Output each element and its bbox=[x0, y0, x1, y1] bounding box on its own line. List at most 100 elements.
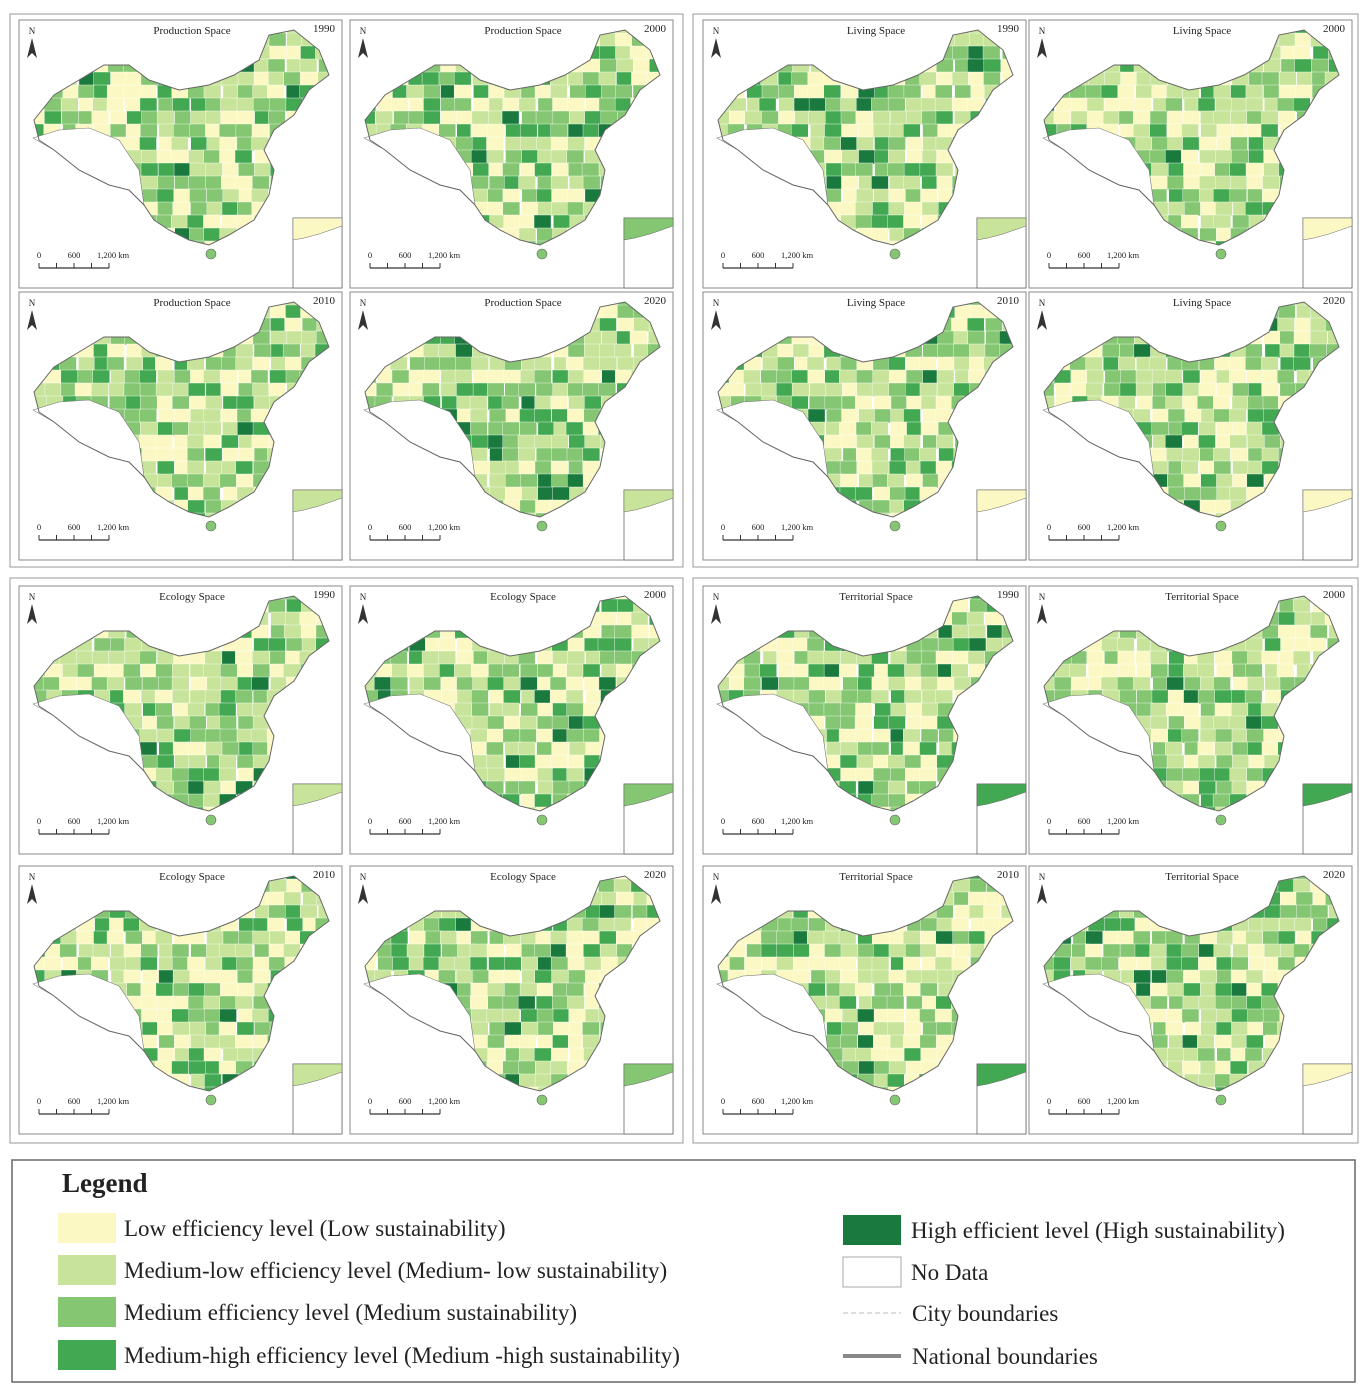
north-arrow bbox=[27, 38, 37, 58]
district bbox=[1197, 97, 1216, 113]
district bbox=[616, 71, 634, 87]
district bbox=[270, 304, 288, 320]
district bbox=[858, 149, 876, 165]
district bbox=[75, 650, 94, 666]
district bbox=[534, 460, 553, 476]
district bbox=[156, 188, 175, 204]
district bbox=[1200, 123, 1218, 139]
district bbox=[1293, 343, 1312, 359]
district bbox=[90, 956, 109, 972]
district bbox=[520, 702, 539, 718]
district bbox=[470, 447, 488, 463]
district bbox=[937, 343, 955, 359]
district bbox=[982, 45, 1001, 61]
district bbox=[139, 650, 157, 666]
district bbox=[761, 676, 779, 692]
district bbox=[188, 754, 206, 770]
district bbox=[888, 136, 906, 152]
island bbox=[1215, 248, 1227, 260]
district bbox=[567, 995, 585, 1011]
district bbox=[583, 728, 601, 744]
district bbox=[534, 969, 552, 985]
district bbox=[598, 71, 617, 87]
district bbox=[1199, 175, 1217, 191]
district bbox=[614, 343, 632, 359]
district bbox=[599, 356, 618, 372]
district bbox=[1230, 175, 1248, 191]
district bbox=[567, 382, 585, 398]
district bbox=[951, 624, 970, 640]
district bbox=[871, 460, 890, 476]
district bbox=[841, 123, 859, 139]
district bbox=[203, 421, 222, 437]
district bbox=[203, 1047, 222, 1063]
district bbox=[189, 188, 207, 204]
district bbox=[154, 689, 173, 705]
scale-label: 600 bbox=[68, 816, 81, 826]
district bbox=[922, 473, 940, 489]
district bbox=[873, 188, 892, 204]
district bbox=[1102, 110, 1121, 126]
district bbox=[968, 71, 986, 87]
district bbox=[235, 175, 254, 191]
district bbox=[791, 71, 809, 87]
district bbox=[778, 84, 796, 100]
district bbox=[1071, 97, 1089, 113]
district bbox=[186, 434, 205, 450]
district bbox=[1212, 188, 1231, 204]
district bbox=[519, 1073, 537, 1089]
district bbox=[871, 214, 889, 230]
district bbox=[441, 676, 459, 692]
district bbox=[1135, 369, 1154, 385]
district bbox=[550, 395, 569, 411]
district bbox=[253, 637, 271, 653]
district bbox=[454, 369, 473, 385]
district bbox=[123, 917, 141, 933]
district bbox=[1135, 136, 1154, 152]
district bbox=[219, 136, 237, 152]
district bbox=[205, 162, 224, 178]
district bbox=[108, 382, 126, 398]
district bbox=[951, 97, 970, 113]
district bbox=[872, 369, 890, 385]
district bbox=[139, 84, 157, 100]
district bbox=[521, 201, 539, 217]
district bbox=[1118, 356, 1136, 372]
district bbox=[534, 943, 552, 959]
district bbox=[1246, 110, 1265, 126]
district bbox=[486, 1008, 504, 1024]
district bbox=[77, 369, 95, 385]
district bbox=[455, 136, 473, 152]
panel-title: Ecology Space bbox=[159, 591, 225, 603]
district bbox=[952, 637, 971, 653]
district bbox=[534, 395, 552, 411]
district bbox=[552, 486, 570, 502]
district bbox=[252, 663, 270, 679]
panel-year: 1990 bbox=[997, 23, 1020, 35]
district bbox=[1165, 149, 1183, 165]
scale-label: 1,200 km bbox=[428, 250, 461, 260]
district bbox=[599, 45, 617, 61]
district bbox=[552, 1034, 570, 1050]
district bbox=[550, 175, 569, 191]
district bbox=[1199, 227, 1217, 243]
scale-label: 1,200 km bbox=[1107, 250, 1140, 260]
district bbox=[171, 995, 190, 1011]
district bbox=[220, 689, 238, 705]
north-label: N bbox=[29, 298, 36, 308]
district bbox=[62, 663, 80, 679]
district bbox=[903, 408, 921, 424]
district bbox=[1245, 356, 1263, 372]
district bbox=[872, 473, 890, 489]
district bbox=[791, 123, 809, 139]
district bbox=[173, 728, 192, 744]
district bbox=[613, 878, 632, 894]
district bbox=[139, 382, 158, 398]
district bbox=[92, 943, 111, 959]
district bbox=[920, 421, 939, 437]
district bbox=[922, 343, 940, 359]
district bbox=[188, 421, 206, 437]
